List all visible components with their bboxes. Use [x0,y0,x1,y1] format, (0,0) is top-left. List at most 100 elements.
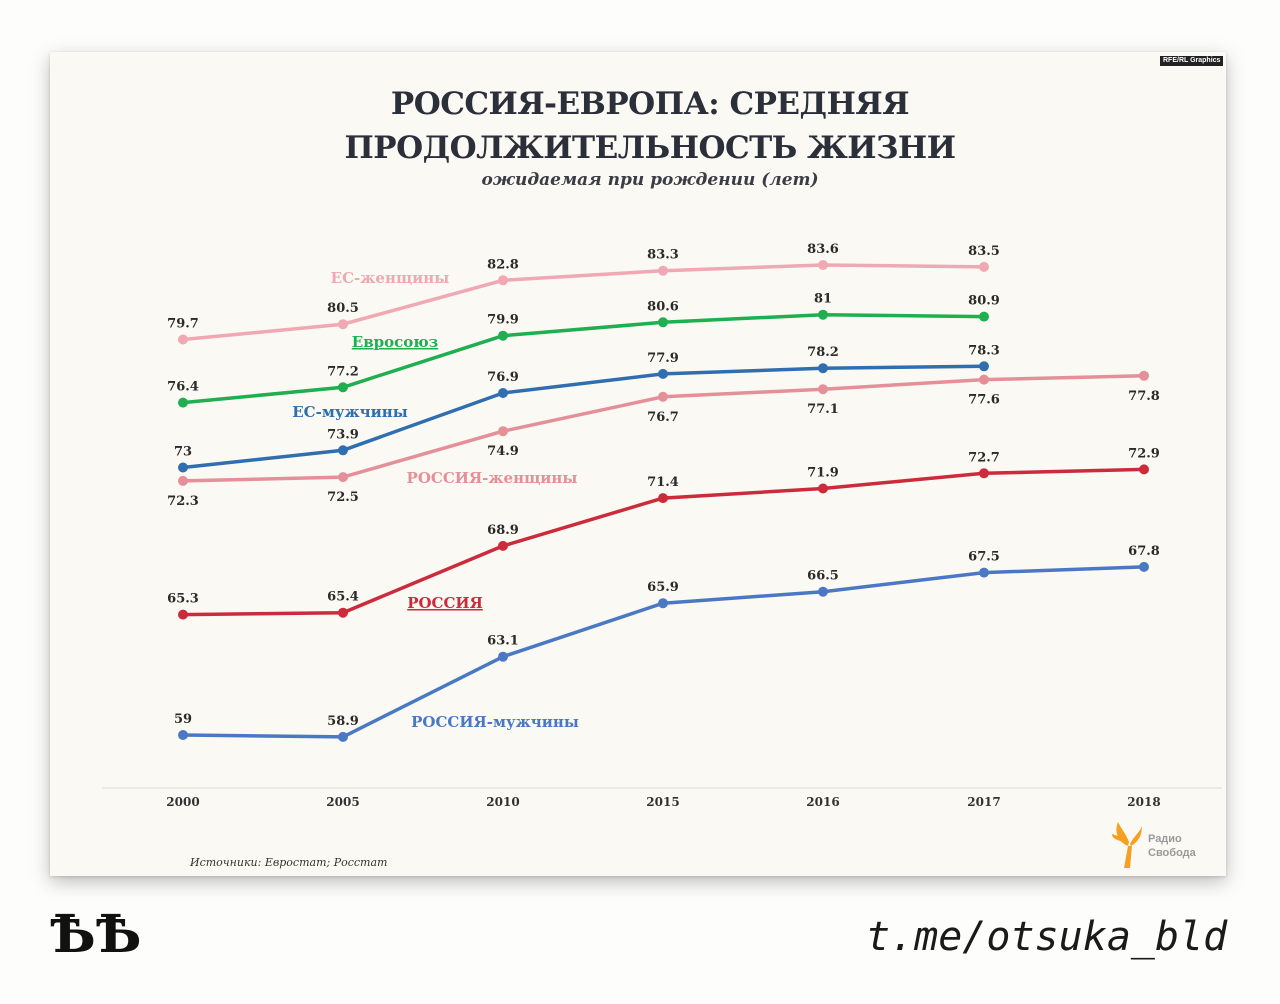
data-label: 77.6 [968,393,1000,408]
data-point [178,609,188,620]
data-label: 71.4 [647,475,679,490]
data-point [818,309,828,320]
data-label: 73 [174,445,192,460]
data-point [338,607,348,618]
data-point [498,426,508,437]
data-label: 72.9 [1128,446,1160,461]
data-label: 78.3 [968,343,1000,358]
logo-line-1: Радио [1148,833,1182,845]
data-point [979,361,989,372]
x-tick-label: 2005 [326,795,359,809]
data-label: 76.9 [487,370,519,385]
data-label: 76.7 [647,410,679,425]
credit-tag: RFE/RL Graphics [1160,56,1224,66]
data-point [178,397,188,408]
data-label: 73.9 [327,427,359,442]
data-point [658,391,668,402]
data-label: 83.3 [647,248,679,263]
data-point [498,330,508,341]
data-label: 59 [174,712,192,727]
x-tick-label: 2015 [646,795,679,809]
data-point [658,368,668,379]
data-point [818,363,828,374]
x-tick-label: 2018 [1127,795,1160,809]
x-tick-label: 2016 [806,795,839,809]
logo-line-2: Свобода [1148,847,1196,859]
data-label: 72.7 [968,450,1000,465]
series-name-label: Евросоюз [352,333,438,351]
data-label: 68.9 [487,523,519,538]
data-point [818,384,828,395]
data-point [338,382,348,393]
data-point [818,260,828,270]
data-point [498,540,508,551]
data-label: 78.2 [807,345,839,360]
x-tick-label: 2017 [967,795,1000,809]
title-line-2: ПРОДОЛЖИТЕЛЬНОСТЬ ЖИЗНИ [344,130,956,166]
data-point [498,651,508,662]
data-label: 83.6 [807,242,839,257]
data-point [818,483,828,494]
series-name-label: ЕС-мужчины [292,403,408,421]
data-label: 80.9 [968,294,1000,309]
data-point [1139,464,1149,475]
data-point [498,275,508,286]
data-label: 71.9 [807,466,839,481]
data-label: 77.1 [807,402,839,417]
data-label: 79.9 [487,313,519,328]
data-point [818,586,828,597]
data-point [338,319,348,330]
data-point [178,334,188,345]
data-point [338,445,348,456]
chart-title: РОССИЯ-ЕВРОПА: СРЕДНЯЯ ПРОДОЛЖИТЕЛЬНОСТЬ… [250,82,1050,170]
data-point [979,261,989,272]
data-point [338,731,348,742]
watermark-left: ѢѢ [50,904,142,965]
data-label: 58.9 [327,714,359,729]
data-point [979,311,989,322]
torch-icon [1112,822,1142,868]
data-point [979,468,989,479]
chart-subtitle: ожидаемая при рождении (лет) [481,170,819,190]
data-point [658,493,668,504]
series-name-label: РОССИЯ-женщины [407,469,578,487]
data-label: 74.9 [487,444,519,459]
data-point [338,472,348,483]
source-note: Источники: Евростат; Росстат [190,856,388,869]
data-point [178,730,188,740]
title-line-1: РОССИЯ-ЕВРОПА: СРЕДНЯЯ [390,86,910,122]
x-tick-label: 2010 [486,795,519,809]
data-label: 81 [814,292,832,307]
data-label: 80.6 [647,299,679,314]
radio-svoboda-logo: Радио Свобода [1112,818,1222,874]
data-point [658,317,668,328]
data-label: 79.7 [167,317,199,332]
watermark-right: t.me/otsuka_bld [866,914,1228,960]
data-label: 72.5 [327,490,359,505]
data-label: 72.3 [167,494,199,509]
data-label: 67.8 [1128,544,1160,559]
series-name-label: РОССИЯ [407,594,483,612]
data-label: 80.5 [327,301,359,316]
series-line [182,312,985,405]
data-point [178,475,188,486]
x-tick-label: 2000 [166,795,199,809]
series-line [182,263,985,342]
data-label: 76.4 [167,380,199,395]
data-label: 77.8 [1128,389,1160,404]
data-point [178,462,188,473]
data-point [979,374,989,385]
data-point [498,388,508,398]
series-name-label: ЕС-женщины [331,269,450,287]
data-label: 65.9 [647,580,679,595]
data-label: 83.5 [968,244,1000,259]
logo-text: Радио Свобода [1148,832,1196,860]
data-label: 67.5 [968,550,1000,565]
data-label: 77.9 [647,351,679,366]
series-line [182,364,985,470]
data-label: 66.5 [807,569,839,584]
data-label: 65.4 [327,590,359,605]
data-point [979,567,989,578]
data-label: 82.8 [487,257,519,272]
